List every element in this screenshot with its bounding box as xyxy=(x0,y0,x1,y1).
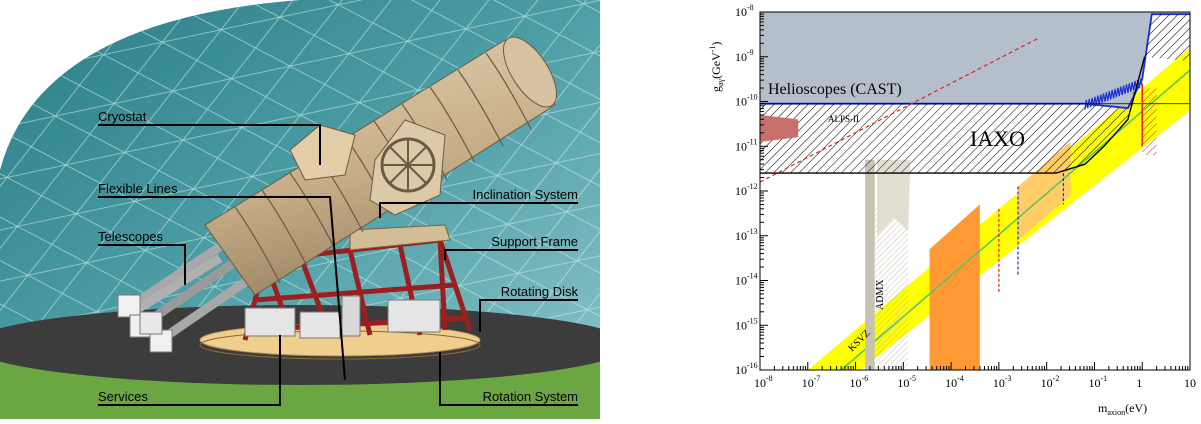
axion-exclusion-plot: 10-8 10-7 10-6 10-5 10-4 10-3 10-2 10-1 1 10 10-8… xyxy=(708,3,1196,417)
x-tick-label: 10-7 xyxy=(802,374,821,390)
callout-flexible-lines: Flexible Lines xyxy=(98,181,178,196)
alps-ii-region xyxy=(760,114,799,142)
x-tick-label: 10-4 xyxy=(945,374,964,390)
cast-excluded-region xyxy=(760,12,1190,109)
red-hatched-region xyxy=(1142,88,1157,156)
y-tick-label: 10-13 xyxy=(735,227,758,243)
iaxo-boundary xyxy=(760,56,1146,174)
x-axis-label: maxion(eV) xyxy=(1098,401,1147,417)
callout-services: Services xyxy=(98,389,148,404)
y-tick-label: 10-12 xyxy=(735,182,758,198)
annotation-iaxo: IAXO xyxy=(970,126,1025,151)
y-tick-label: 10-14 xyxy=(735,272,758,288)
y-tick-label: 10-9 xyxy=(735,48,754,64)
x-tick-label: 10-5 xyxy=(897,374,916,390)
iaxo-rendering-panel: Cryostat Flexible Lines Telescopes Servi… xyxy=(0,0,630,419)
plot-area xyxy=(760,12,1190,370)
admx-future-region xyxy=(874,191,909,370)
services xyxy=(244,295,441,339)
upper-right-hatched-region xyxy=(1144,14,1190,62)
iaxo-rendering: Cryostat Flexible Lines Telescopes Servi… xyxy=(0,0,630,419)
admx-region xyxy=(865,159,875,370)
y-axis: 10-8 10-9 10-10 10-11 10-12 10-13 10-14 10-15 10… xyxy=(735,3,768,377)
callout-leaders xyxy=(98,124,578,406)
support-frame xyxy=(242,224,473,341)
x-tick-label: 10-2 xyxy=(1041,374,1060,390)
x-tick-label: 10-8 xyxy=(754,374,773,390)
y-tick-label: 10-8 xyxy=(735,3,754,19)
inclination-system xyxy=(289,119,446,216)
y-tick-label: 10-11 xyxy=(735,137,757,153)
x-tick-label: 10 xyxy=(1184,376,1196,390)
x-tick-label: 10-6 xyxy=(850,374,869,390)
axion-exclusion-plot-panel: 10-8 10-7 10-6 10-5 10-4 10-3 10-2 10-1 1 10 10-8… xyxy=(700,0,1200,419)
orange-band xyxy=(929,204,980,370)
annotation-helioscopes-cast: Helioscopes (CAST) xyxy=(768,81,902,98)
y-tick-label: 10-15 xyxy=(735,316,758,332)
x-tick-label: 10-1 xyxy=(1088,374,1107,390)
callout-rotation-system: Rotation System xyxy=(483,389,578,404)
cast-noisy-boundary xyxy=(1084,78,1143,110)
callout-cryostat: Cryostat xyxy=(98,109,147,124)
callout-telescopes: Telescopes xyxy=(98,229,164,244)
callout-rotating-disk: Rotating Disk xyxy=(501,284,579,299)
red-dashed-line xyxy=(760,38,1038,183)
annotation-admx: ADMX xyxy=(875,279,886,310)
x-tick-label: 10-3 xyxy=(993,374,1012,390)
y-axis-label: gaγ(GeV-1) xyxy=(708,42,725,92)
y-tick-label: 10-10 xyxy=(735,93,758,109)
x-tick-label: 1 xyxy=(1136,376,1142,390)
y-tick-label: 10-16 xyxy=(735,361,758,377)
x-axis: 10-8 10-7 10-6 10-5 10-4 10-3 10-2 10-1 1 10 xyxy=(754,362,1196,390)
annotation-alps-ii: ALPS-II xyxy=(828,114,859,124)
callout-inclination-system: Inclination System xyxy=(473,187,579,202)
admx-upper-region xyxy=(877,159,911,236)
callout-support-frame: Support Frame xyxy=(491,234,578,249)
callout-labels: Cryostat Flexible Lines Telescopes Servi… xyxy=(98,109,578,404)
iaxo-sensitivity-region xyxy=(760,56,1145,174)
